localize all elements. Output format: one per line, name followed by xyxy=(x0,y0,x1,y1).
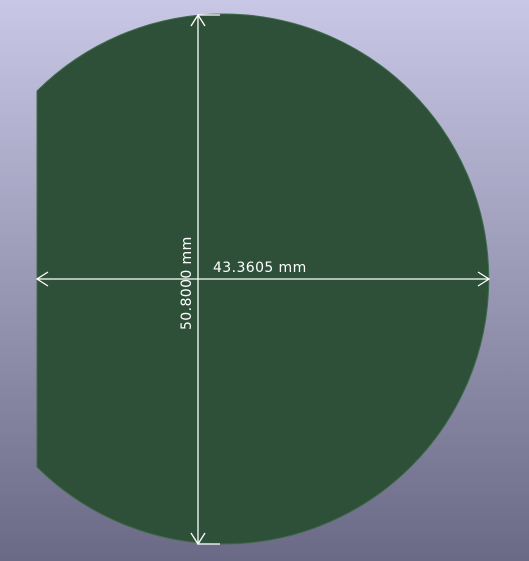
horizontal-arrow-left xyxy=(35,271,49,287)
vertical-dimension-label: 50.8000 mm xyxy=(179,236,195,330)
horizontal-arrow-right xyxy=(477,271,491,287)
horizontal-dimension[interactable] xyxy=(35,271,491,287)
vertical-dimension[interactable] xyxy=(190,13,220,546)
horizontal-dimension-label: 43.3605 mm xyxy=(213,260,307,276)
